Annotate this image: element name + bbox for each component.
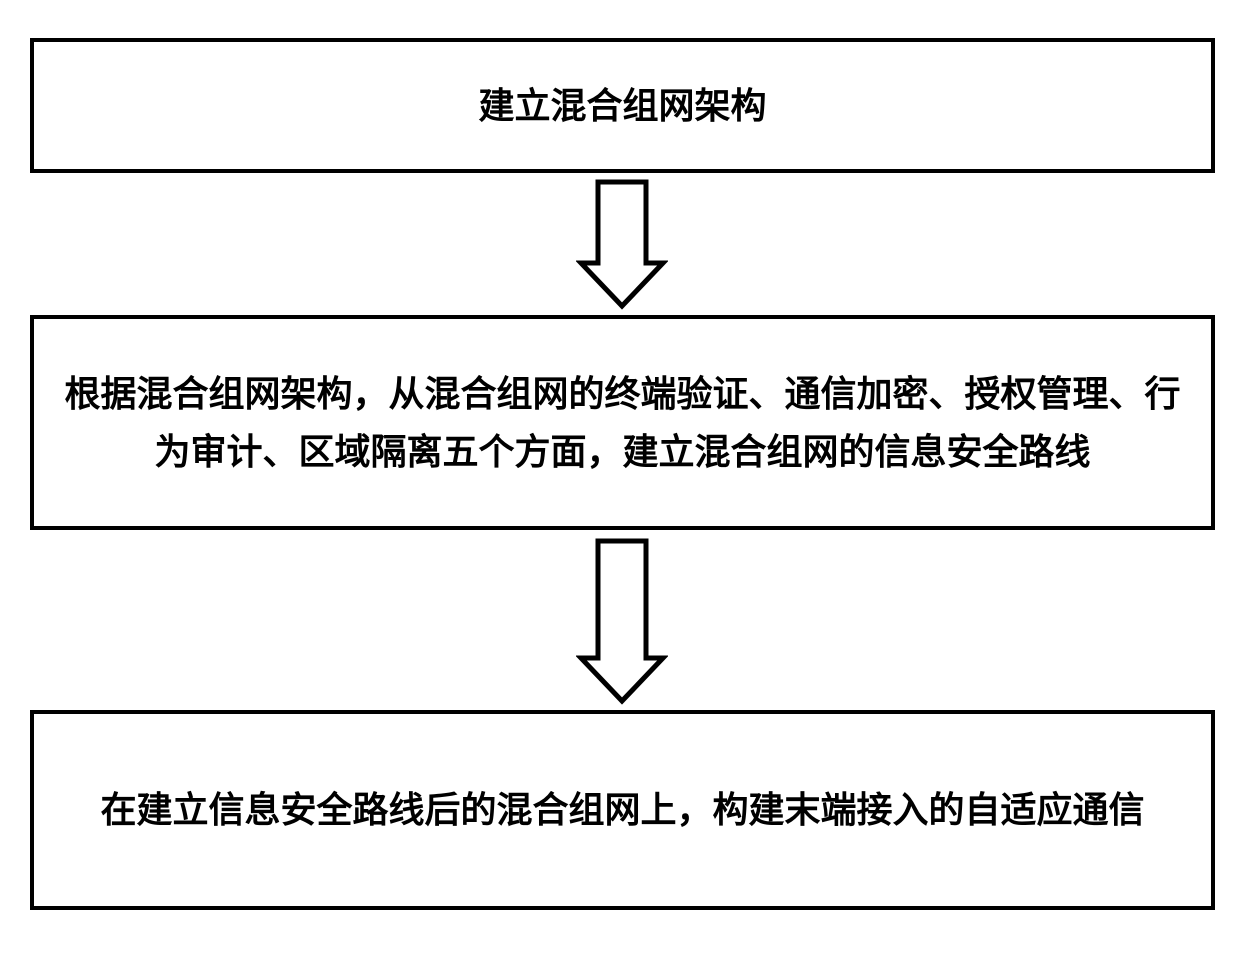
down-arrow-icon xyxy=(576,177,668,311)
step-3-text: 在建立信息安全路线后的混合组网上，构建末端接入的自适应通信 xyxy=(100,781,1144,839)
flowchart-container: 建立混合组网架构 根据混合组网架构，从混合组网的终端验证、通信加密、授权管理、行… xyxy=(0,0,1240,956)
down-arrow-icon xyxy=(576,536,668,706)
flowchart-step-1: 建立混合组网架构 xyxy=(30,38,1215,173)
flowchart-step-2: 根据混合组网架构，从混合组网的终端验证、通信加密、授权管理、行为审计、区域隔离五… xyxy=(30,315,1215,530)
step-1-text: 建立混合组网架构 xyxy=(478,77,766,135)
arrow-1 xyxy=(576,177,668,311)
flowchart-step-3: 在建立信息安全路线后的混合组网上，构建末端接入的自适应通信 xyxy=(30,710,1215,910)
step-2-text: 根据混合组网架构，从混合组网的终端验证、通信加密、授权管理、行为审计、区域隔离五… xyxy=(64,365,1181,480)
arrow-2 xyxy=(576,536,668,706)
